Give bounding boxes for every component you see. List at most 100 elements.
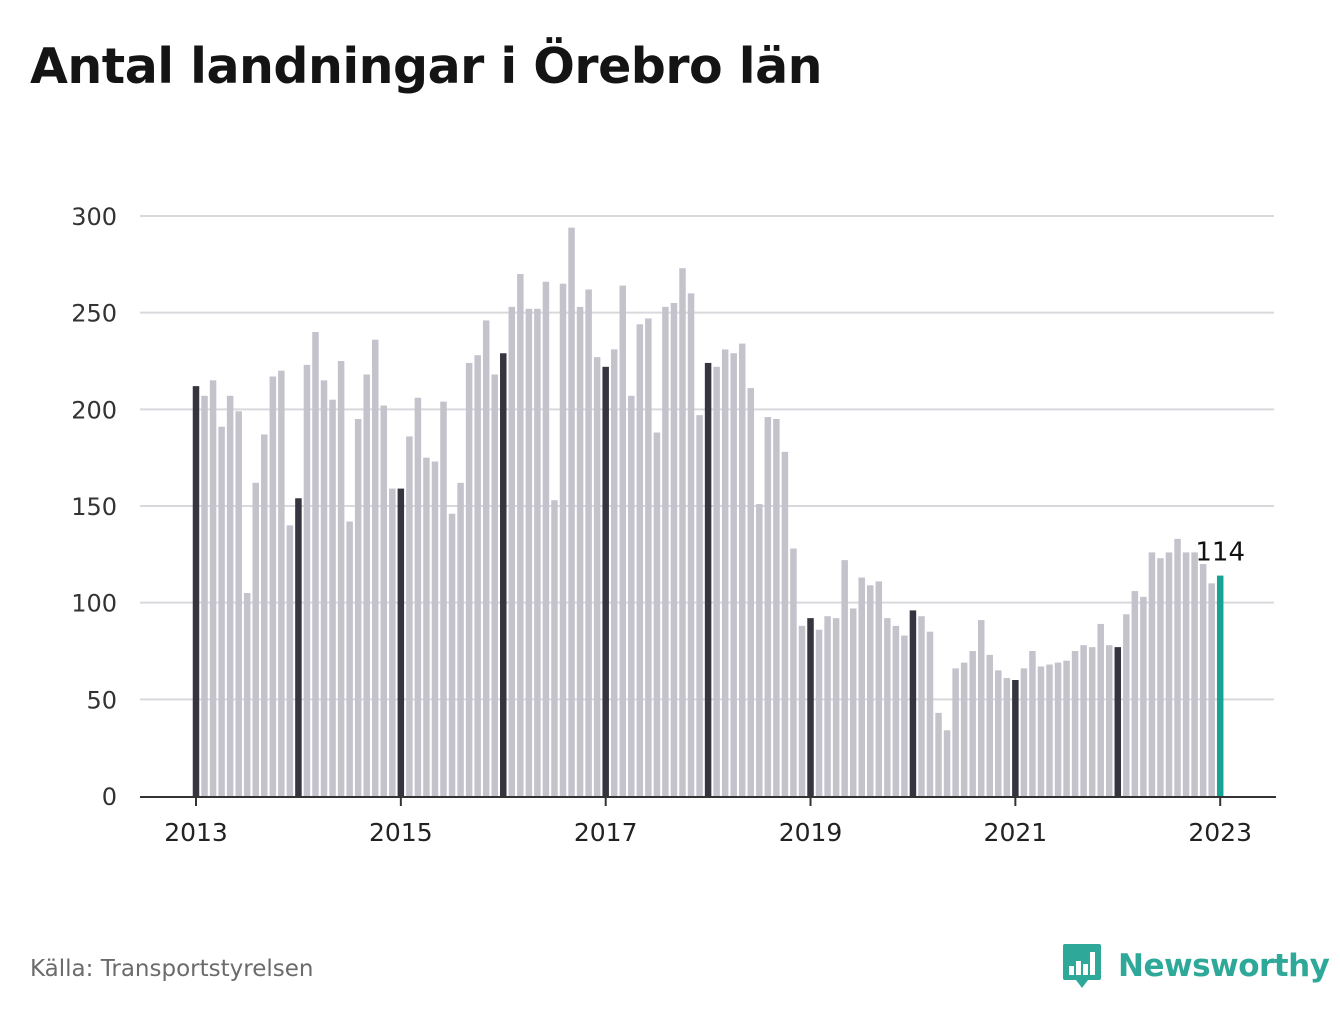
bar [1088,647,1096,796]
brand-name: Newsworthy [1118,948,1330,984]
bar [542,281,550,797]
bar [1208,583,1215,796]
bar [747,388,755,796]
bar [218,426,225,796]
bar [1182,552,1190,796]
bar [713,366,720,796]
bar [508,306,516,796]
bar [201,395,208,796]
bar [1148,552,1156,796]
bar [1003,678,1011,796]
bar [371,339,379,796]
bar [960,662,968,796]
bar [909,610,917,796]
bar [610,349,618,796]
bar-chart-speech-icon [1063,944,1101,988]
bar [807,618,814,796]
bar [1165,552,1173,796]
bar [986,654,993,796]
bar [773,419,780,796]
bar [636,324,644,796]
bar [653,432,661,796]
bars [192,227,1224,797]
bar [303,364,311,796]
y-tick-label: 50 [86,686,117,714]
y-tick-label: 250 [71,300,117,328]
y-tick-label: 200 [71,396,117,424]
bar [559,283,567,796]
bar [226,395,234,796]
bar [867,585,874,796]
bar [721,349,729,796]
bar [815,629,823,796]
bar [884,618,891,796]
bar [414,397,422,796]
bar [1199,564,1207,796]
bar [346,521,353,796]
x-tick-label: 2013 [164,818,228,847]
bar [849,608,857,796]
chart-title: Antal landningar i Örebro län [30,38,823,95]
bar [781,451,789,796]
bar [457,482,464,796]
bar [790,548,797,796]
bar [1071,651,1079,796]
bar [952,668,959,796]
bar [696,415,703,796]
bar [465,362,473,796]
source-note: Källa: Transportstyrelsen [30,956,314,982]
bar [995,670,1002,796]
bar [687,293,695,796]
bar [568,227,575,797]
bar [1131,591,1139,796]
bar [397,488,405,796]
bar [261,434,268,796]
bar [423,457,430,796]
bar [312,332,319,796]
bar [295,498,302,796]
bar [918,616,925,796]
bar [252,482,259,796]
bar [1029,651,1036,796]
bar [645,318,652,796]
bar [517,274,524,796]
bar [1097,623,1104,796]
x-axis-ticks: 2013 2015 2017 2019 2021 2023 [164,796,1252,847]
bar [1054,662,1062,796]
bar [1105,645,1113,796]
bar [448,513,456,796]
bar [585,289,592,796]
bar [1080,645,1087,796]
x-tick-label: 2023 [1188,818,1252,847]
bar [551,500,558,796]
bar [935,712,942,796]
bar [406,436,413,796]
bar [192,386,200,796]
bar [1037,666,1045,796]
bar [764,417,772,796]
bar [738,343,746,796]
y-tick-label: 100 [71,590,117,618]
bar [892,625,900,796]
bar [380,405,388,796]
bar [278,370,285,796]
bar [628,395,635,796]
bar [593,357,601,796]
bar [482,320,490,796]
bar [926,631,934,796]
bar [1191,552,1198,796]
bar [576,306,584,796]
bar [832,618,840,796]
bar [534,308,541,796]
bar [474,355,481,796]
bar [235,411,242,796]
bar [1140,596,1147,796]
bar [525,308,533,796]
bar [363,374,370,796]
bar [320,380,328,796]
y-tick-label: 150 [71,493,117,521]
bar [1020,668,1028,796]
bar [602,366,609,796]
bar [286,525,294,796]
